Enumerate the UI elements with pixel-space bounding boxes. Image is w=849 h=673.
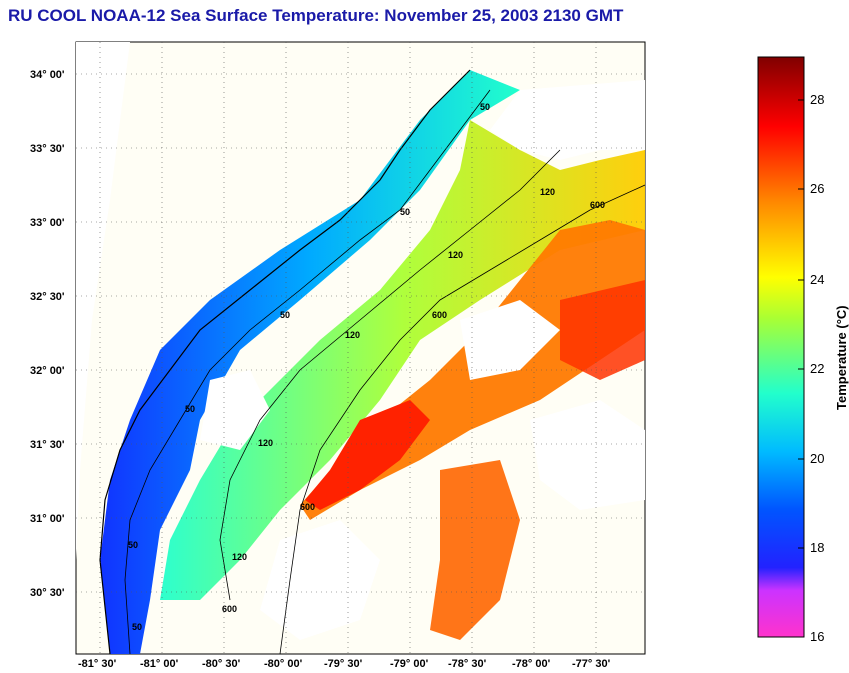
isobath-label: 600 [432,310,447,320]
isobath-label: 600 [590,200,605,210]
isobath-label: 120 [232,552,247,562]
lon-tick-label: -80° 00' [264,658,303,670]
isobath-label: 50 [185,404,195,414]
cloud-gap [530,400,645,510]
coastline [99,69,471,654]
lon-tick-label: -78° 00' [512,658,551,670]
lon-tick-label: -79° 00' [390,658,429,670]
sst-field [76,42,645,654]
cold-shelf-water [100,70,520,654]
lon-tick-label: -77° 30' [572,658,611,670]
isobath-label: 120 [540,187,555,197]
lat-tick-label: 34° 00' [30,69,65,81]
lon-tick-label: -81° 30' [78,658,117,670]
isobath-label: 50 [480,102,490,112]
colorbar-tick-label: 20 [810,451,824,466]
colorbar-label: Temperature (°C) [834,305,849,410]
isobath-label: 120 [448,250,463,260]
isobath-600 [279,184,645,654]
lon-tick-label: -80° 30' [202,658,241,670]
lon-tick-label: -79° 30' [324,658,363,670]
lon-tick-label: -78° 30' [448,658,487,670]
latitude-axis: 34° 00' 33° 30' 33° 00' 32° 30' 32° 00' … [30,69,65,599]
lat-tick-label: 32° 00' [30,365,65,377]
colorbar-tick-label: 26 [810,181,824,196]
isobath-label: 50 [128,540,138,550]
land-region [76,42,130,560]
gulf-stream-core [305,400,430,510]
lat-tick-label: 31° 30' [30,439,65,451]
colorbar-tick-label: 24 [810,272,824,287]
isobath-label: 50 [132,622,142,632]
colorbar: 28 26 24 22 20 18 16 Temperature (°C) [757,56,849,644]
isobath-label: 600 [300,502,315,512]
cloud-gap [460,300,560,380]
isobath-label: 50 [400,207,410,217]
colorbar-tick-label: 16 [810,629,824,644]
colorbar-ticks [798,99,804,549]
graticule [76,42,645,654]
lon-tick-label: -81° 00' [140,658,179,670]
warm-offshore [560,280,645,380]
isobath-label: 120 [258,438,273,448]
isobath-label: 600 [222,604,237,614]
mid-water [160,120,645,600]
cloud-gap [200,370,270,450]
lat-tick-label: 33° 30' [30,143,65,155]
lat-tick-label: 32° 30' [30,291,65,303]
colorbar-ramp [757,56,805,638]
lat-tick-label: 33° 00' [30,217,65,229]
warm-eddy [430,460,520,640]
lat-tick-label: 31° 00' [30,513,65,525]
map-title: RU COOL NOAA-12 Sea Surface Temperature:… [8,6,624,25]
isobath-120 [219,149,561,601]
longitude-axis: -81° 30' -81° 00' -80° 30' -80° 00' -79°… [78,658,611,670]
colorbar-tick-label: 22 [810,361,824,376]
isobath-label: 120 [345,330,360,340]
colorbar-tick-label: 28 [810,92,824,107]
lat-tick-label: 30° 30' [30,587,65,599]
isobath-label: 50 [280,310,290,320]
cloud-gap [260,520,380,640]
isobath-50 [124,89,491,654]
colorbar-tick-label: 18 [810,540,824,555]
cloud-gap [490,80,645,160]
isobath-labels: 50 50 120 600 120 600 50 120 600 50 120 … [128,102,605,632]
